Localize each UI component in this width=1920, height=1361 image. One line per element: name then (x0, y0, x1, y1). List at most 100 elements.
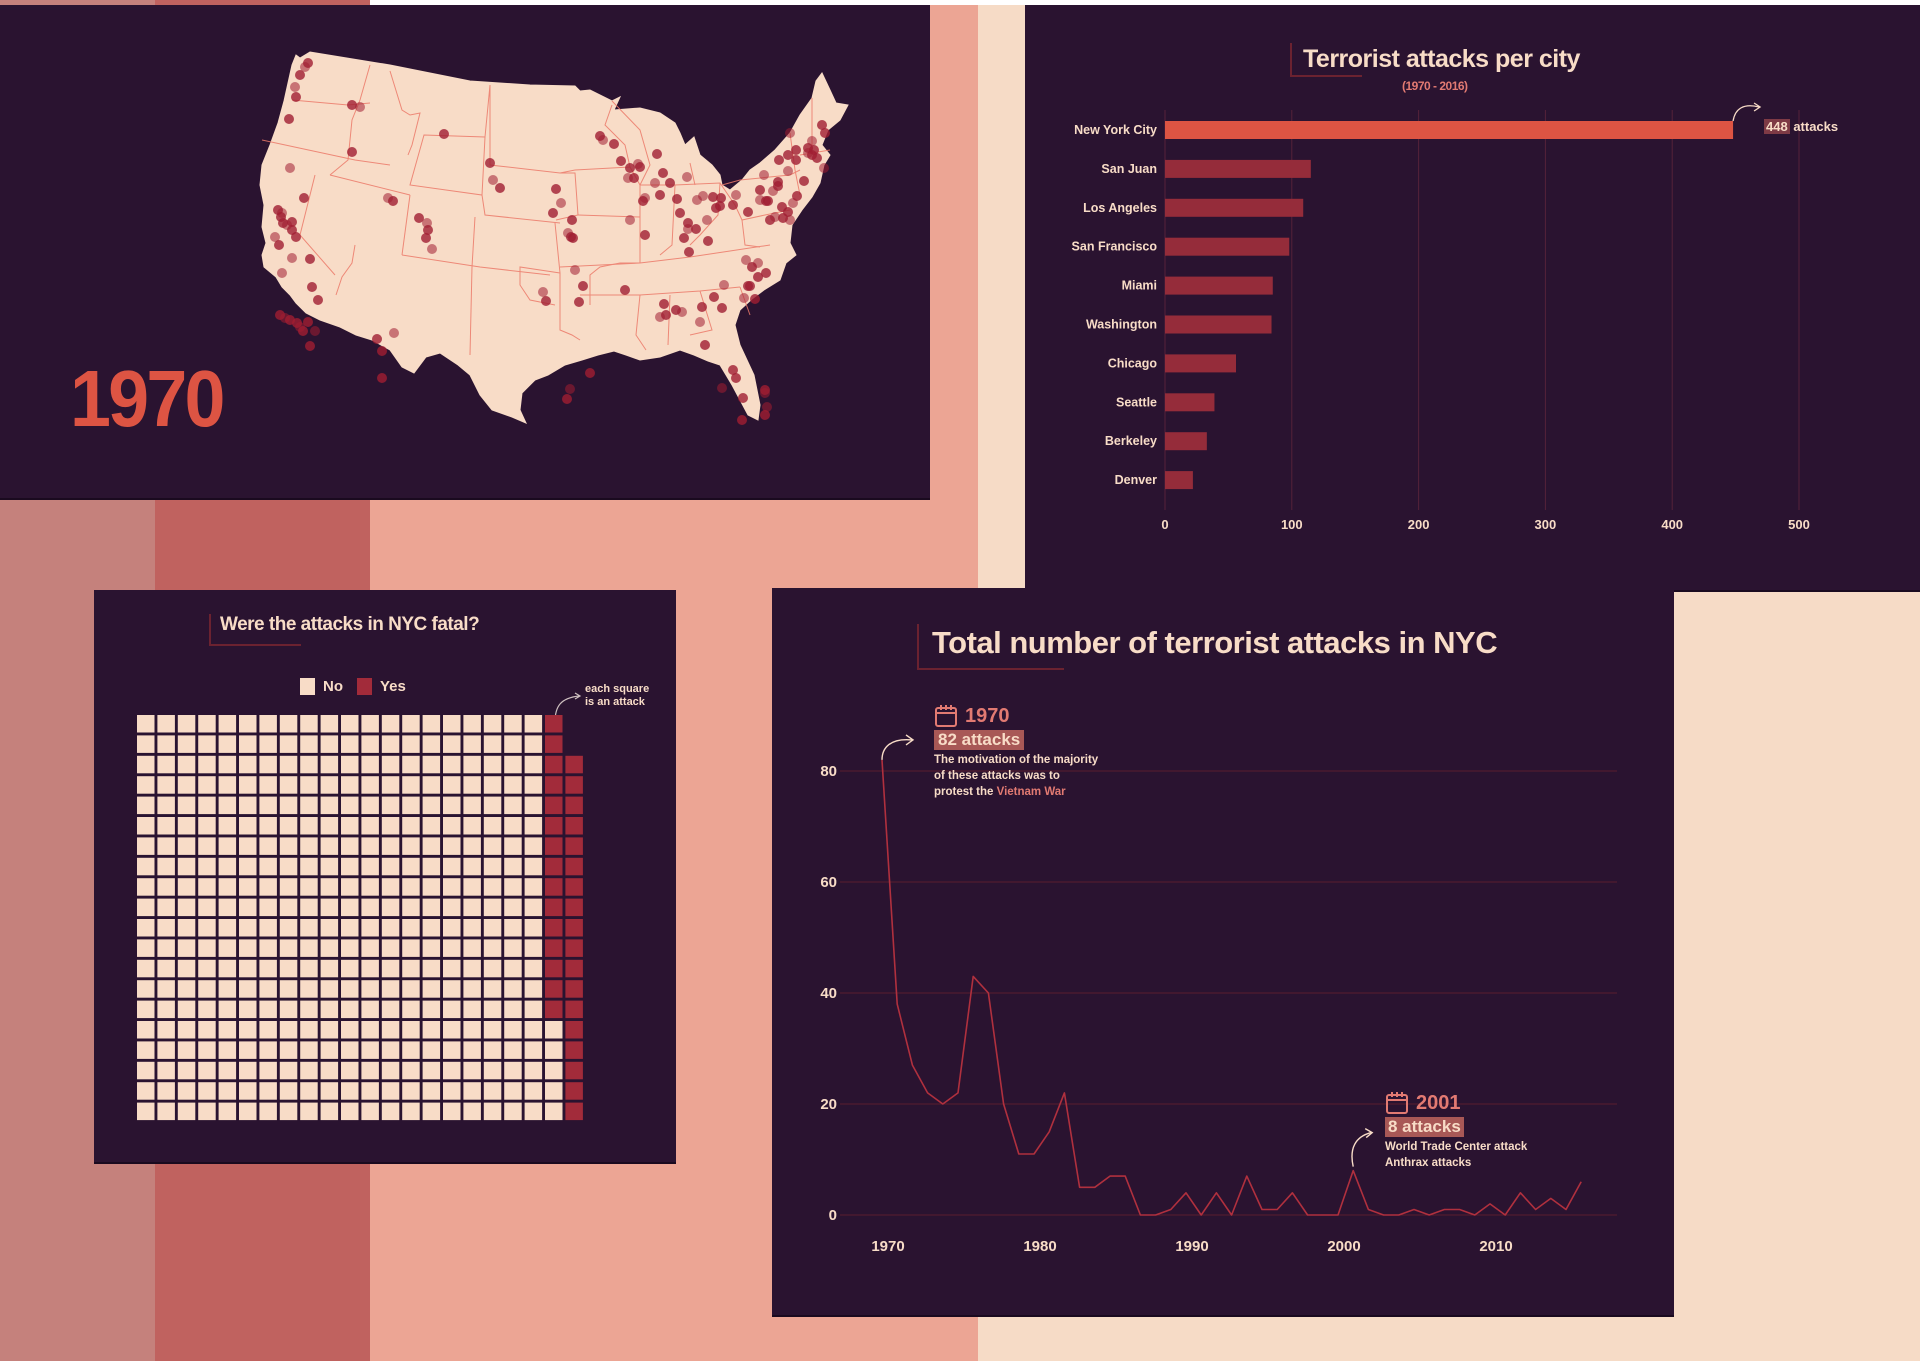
legend-swatch-yes (357, 678, 372, 695)
waffle-square-no (361, 959, 379, 978)
attack-dot (277, 268, 287, 278)
waffle-square-no (361, 878, 379, 896)
waffle-square-no (443, 1102, 461, 1121)
waffle-square-no (157, 735, 175, 753)
waffle-square-no (177, 980, 196, 998)
x-tick-label: 1990 (1175, 1238, 1208, 1255)
waffle-square-no (402, 959, 420, 978)
waffle-square-no (422, 898, 441, 917)
attack-dot (287, 253, 297, 263)
waffle-square-yes (565, 878, 583, 896)
waffle-square-no (218, 796, 237, 815)
waffle-square-no (157, 919, 175, 937)
attack-dot (625, 215, 635, 225)
waffle-square-no (463, 817, 481, 835)
waffle-square-no (137, 1021, 155, 1039)
waffle-square-no (300, 735, 318, 753)
waffle-square-no (381, 735, 400, 753)
waffle-square-no (381, 837, 400, 855)
waffle-square-yes (545, 755, 563, 774)
attack-dot (305, 254, 315, 264)
waffle-square-no (198, 959, 216, 978)
waffle-square-no (239, 1102, 257, 1121)
attack-dot (568, 233, 578, 243)
waffle-square-no (483, 898, 502, 917)
waffle-square-no (422, 1102, 441, 1121)
waffle-square-no (157, 1082, 175, 1100)
waffle-square-no (402, 837, 420, 855)
waffle-square-no (361, 1021, 379, 1039)
attack-dot (574, 297, 584, 307)
waffle-square-no (137, 1041, 155, 1059)
attack-dot (620, 285, 630, 295)
waffle-square-no (279, 959, 298, 978)
waffle-square-no (361, 980, 379, 998)
waffle-square-no (137, 919, 155, 937)
waffle-square-no (341, 817, 359, 835)
y-tick-label: 20 (820, 1096, 837, 1113)
waffle-square-no (218, 817, 237, 835)
waffle-note-line1: each square (585, 683, 650, 695)
waffle-square-no (524, 735, 543, 753)
waffle-square-no (483, 919, 502, 937)
attack-dot (738, 393, 748, 403)
waffle-square-no (259, 878, 277, 896)
waffle-square-no (218, 959, 237, 978)
waffle-square-no (300, 959, 318, 978)
waffle-square-yes (565, 1082, 583, 1100)
bar (1165, 393, 1215, 412)
waffle-square-no (463, 959, 481, 978)
attack-dot (439, 129, 449, 139)
attack-dot (310, 326, 320, 336)
waffle-square-no (198, 1082, 216, 1100)
category-label: San Juan (1101, 162, 1157, 176)
waffle-square-yes (545, 837, 563, 855)
waffle-square-yes (565, 837, 583, 855)
waffle-square-no (177, 1061, 196, 1080)
category-label: Chicago (1108, 356, 1158, 370)
waffle-square-no (177, 1000, 196, 1019)
waffle-square-no (157, 1000, 175, 1019)
waffle-square-no (504, 796, 522, 815)
waffle-square-no (422, 959, 441, 978)
attack-dot (692, 195, 702, 205)
attack-dot (691, 224, 701, 234)
attack-dot (750, 294, 760, 304)
waffle-square-no (157, 959, 175, 978)
waffle-square-no (279, 1061, 298, 1080)
waffle-square-no (137, 817, 155, 835)
waffle-square-yes (565, 1000, 583, 1019)
attack-dot (625, 163, 635, 173)
waffle-square-no (422, 735, 441, 753)
waffle-square-no (545, 1061, 563, 1080)
attack-dot (299, 193, 309, 203)
waffle-square-no (239, 898, 257, 917)
waffle-square-no (504, 1021, 522, 1039)
attack-dot (640, 230, 650, 240)
waffle-square-no (218, 980, 237, 998)
waffle-square-no (483, 776, 502, 794)
attack-dot (298, 326, 308, 336)
attack-dot (737, 415, 747, 425)
waffle-square-no (341, 980, 359, 998)
waffle-square-no (198, 837, 216, 855)
waffle-square-no (483, 1021, 502, 1039)
attack-dot (313, 295, 323, 305)
waffle-square-no (422, 1000, 441, 1019)
attack-dot (495, 183, 505, 193)
waffle-square-no (259, 1061, 277, 1080)
waffle-square-no (341, 776, 359, 794)
attack-dot (708, 192, 718, 202)
attack-dot (270, 232, 280, 242)
waffle-square-no (157, 837, 175, 855)
waffle-legend: No Yes (300, 678, 406, 695)
waffle-square-no (157, 878, 175, 896)
waffle-square-no (443, 898, 461, 917)
waffle-square-no (545, 1102, 563, 1121)
waffle-square-no (422, 878, 441, 896)
attack-dot (731, 190, 741, 200)
waffle-square-no (300, 898, 318, 917)
waffle-square-no (381, 898, 400, 917)
waffle-square-no (524, 1041, 543, 1059)
waffle-square-no (300, 939, 318, 957)
